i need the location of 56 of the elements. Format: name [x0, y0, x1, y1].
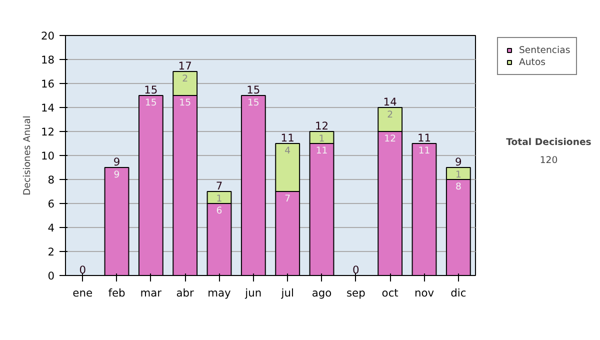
x-tick-label: feb: [108, 286, 126, 300]
data-label: 6: [216, 206, 222, 216]
data-label: 1: [318, 134, 325, 144]
total-label: 14: [383, 96, 398, 108]
total-label: 12: [314, 120, 329, 132]
x-tick-label: ago: [312, 286, 332, 300]
total-label: 11: [280, 132, 294, 144]
y-tick-label: 14: [40, 102, 55, 114]
text: 120: [540, 155, 558, 166]
text: Total Decisiones: [506, 137, 592, 148]
x-tick-label: abr: [176, 286, 195, 300]
x-tick-label: dic: [450, 286, 466, 300]
data-label: 1: [455, 170, 462, 180]
data-label: 15: [144, 98, 157, 108]
y-tick-label: 6: [48, 198, 55, 210]
total-label: 0: [352, 264, 360, 276]
data-label: 4: [284, 146, 291, 156]
legend-label: Sentencias: [519, 44, 570, 56]
data-label: 1: [216, 194, 222, 204]
x-tick-label: mar: [140, 286, 162, 300]
data-label: 15: [179, 98, 192, 108]
legend-label: Autos: [519, 56, 546, 68]
x-tick-label: nov: [414, 286, 434, 300]
y-tick-label: 4: [48, 222, 55, 234]
data-label: 7: [284, 194, 291, 204]
y-tick-label: 18: [40, 54, 55, 66]
total-label: 0: [79, 264, 86, 276]
data-label: 11: [316, 146, 328, 156]
total-label: 11: [417, 132, 432, 144]
data-label: 11: [418, 146, 430, 156]
y-tick-label: 0: [48, 270, 55, 282]
x-tick-label: jul: [280, 286, 294, 300]
data-label: 8: [455, 182, 462, 192]
total-label: 17: [178, 60, 192, 72]
y-tick-label: 2: [48, 246, 54, 258]
total-label: 15: [246, 84, 260, 96]
x-tick-label: oct: [382, 286, 398, 300]
data-label: 2: [182, 74, 188, 84]
x-tick-label: may: [208, 286, 231, 300]
y-axis-title: Decisiones Anual: [22, 116, 33, 196]
data-label: 12: [384, 134, 396, 144]
data-label: 2: [387, 110, 394, 120]
y-tick-label: 12: [40, 126, 55, 138]
x-tick-label: sep: [346, 286, 366, 300]
y-tick-label: 16: [40, 78, 55, 90]
y-tick-label: 8: [48, 174, 55, 186]
x-tick-label: ene: [72, 286, 93, 300]
y-tick-label: 10: [40, 150, 55, 162]
data-label: 15: [247, 98, 260, 108]
x-tick-label: jun: [244, 286, 262, 300]
y-tick-label: 20: [40, 30, 55, 42]
data-label: 9: [114, 170, 120, 180]
total-label: 9: [455, 156, 462, 168]
total-label: 7: [216, 180, 223, 192]
total-label: 9: [113, 156, 120, 168]
total-label: 15: [144, 84, 158, 96]
